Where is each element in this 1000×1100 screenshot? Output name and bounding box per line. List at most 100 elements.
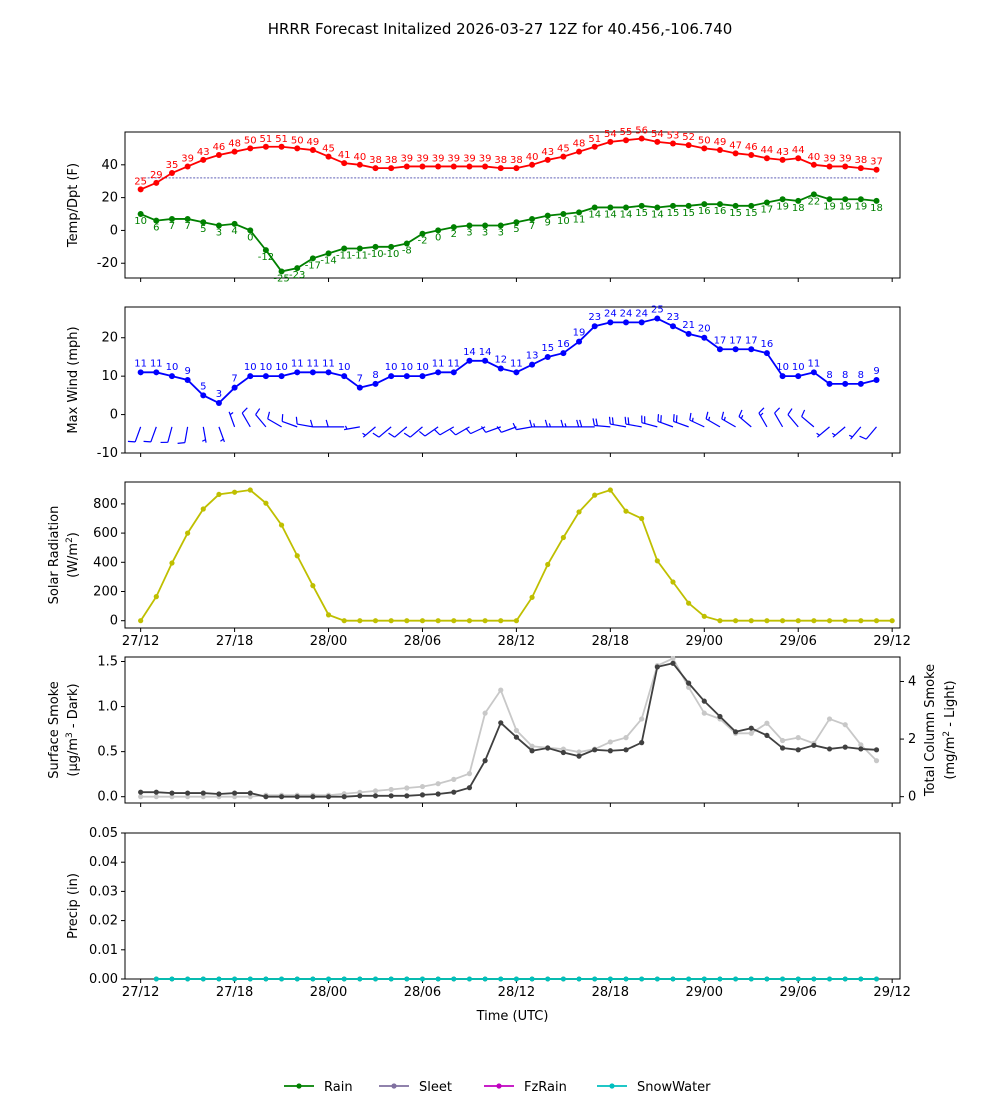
y-tick-label: 1.0 (97, 700, 118, 715)
snow-water-point (373, 976, 378, 982)
dewpoint-point (669, 202, 676, 209)
dewpoint-point (638, 202, 645, 209)
wind-barb-flag (255, 408, 261, 415)
snow-water-point (482, 976, 488, 982)
snow-water-point (592, 976, 598, 982)
dewpoint-data-label: 4 (231, 226, 237, 237)
total-column-smoke-point (513, 727, 520, 734)
max-wind-data-label: 10 (385, 362, 398, 373)
dewpoint-point (623, 204, 630, 211)
max-wind-point (231, 384, 238, 391)
temperature-data-label: 38 (854, 155, 867, 166)
max-wind-data-label: 24 (604, 308, 617, 319)
wind-barb-flag (403, 432, 411, 438)
temperature-data-label: 40 (526, 152, 539, 163)
dewpoint-data-label: -11 (336, 250, 352, 261)
snow-water-point (701, 976, 707, 982)
snow-water-point (326, 976, 331, 982)
dewpoint-point (247, 227, 254, 234)
snow-water-point (357, 976, 363, 982)
surface-smoke-point (873, 747, 880, 753)
solar-radiation-point (842, 618, 848, 624)
surface-smoke-point (576, 753, 582, 759)
surface-smoke-point (357, 793, 363, 799)
max-wind-data-label: 7 (231, 374, 237, 385)
surface-smoke-point (263, 794, 269, 800)
snow-water-point (435, 976, 441, 982)
max-wind-point (419, 373, 426, 380)
dewpoint-point (403, 240, 410, 247)
solar-radiation-point (388, 618, 394, 624)
legend-item-rain: Rain (284, 1080, 353, 1095)
temperature-point (184, 163, 191, 170)
wind-barb-flag (560, 419, 564, 428)
dewpoint-data-label: 19 (839, 201, 852, 212)
solar-radiation-point (341, 618, 347, 624)
max-wind-point (403, 373, 410, 380)
dewpoint-point (685, 202, 692, 209)
temperature-data-label: 46 (745, 142, 758, 153)
max-wind-data-label: 21 (682, 320, 695, 331)
max-wind-data-label: 8 (826, 370, 832, 381)
legend-swatch-marker (496, 1083, 502, 1089)
surface-smoke-point (310, 794, 316, 800)
surface-smoke-point (670, 660, 676, 666)
wind-barb-half-flag (816, 432, 820, 436)
temperature-point (215, 151, 222, 158)
dewpoint-point (309, 255, 316, 262)
temperature-data-label: 50 (698, 135, 711, 146)
wind-barb-flag (627, 417, 630, 425)
y-tick-label: 20 (101, 191, 118, 206)
surface-smoke-point (231, 790, 238, 796)
temperature-point (544, 156, 551, 163)
max-wind-point (529, 361, 536, 368)
total-column-smoke-point (873, 758, 880, 764)
temperature-point (732, 150, 739, 157)
max-wind-point (842, 380, 849, 387)
y-right-axis-label-units: (mg/m2 - Light) (942, 680, 958, 779)
temperature-point (497, 165, 504, 172)
temperature-point (701, 145, 708, 152)
temperature-data-label: 49 (307, 137, 320, 148)
wind-barb-flag (512, 422, 517, 430)
wind-barb-shaft (184, 426, 189, 443)
plot-frame (124, 481, 901, 629)
max-wind-data-label: 24 (620, 308, 633, 319)
max-wind-point (184, 377, 191, 383)
wind-barb-flag (449, 429, 457, 436)
dewpoint-point (748, 202, 755, 209)
solar-radiation-point (873, 618, 880, 624)
dewpoint-data-label: 3 (466, 228, 472, 239)
total-column-smoke-point (639, 716, 645, 722)
wind-barb-shaft (516, 426, 533, 431)
smoke-panel: 0.0 0.5 1.0 1.5 0 2 4 Surface Smoke (µg/m3 - Dar… (47, 655, 958, 807)
max-wind-data-label: 5 (200, 381, 206, 392)
y-tick-label: 800 (93, 497, 118, 512)
snow-water-point (576, 976, 582, 982)
wind-barb-flag (281, 414, 284, 422)
solar-radiation-point (216, 491, 222, 498)
y-tick-label: 0 (110, 223, 118, 238)
wind-barb-flag (675, 415, 678, 423)
y-tick-label: 0.03 (89, 884, 118, 899)
dewpoint-point (842, 196, 849, 203)
temperature-point (325, 153, 332, 160)
max-wind-data-label: 10 (244, 362, 257, 373)
dewpoint-point (168, 215, 175, 222)
solar-radiation-point (231, 489, 238, 495)
temperature-point (247, 145, 254, 152)
solar-radiation-point (779, 618, 786, 624)
plot-frame (124, 656, 901, 804)
temperature-data-label: 43 (776, 147, 789, 158)
surface-smoke-point (607, 748, 613, 754)
x-tick-label: 27/18 (216, 634, 253, 649)
surface-smoke-point (764, 732, 770, 739)
wind-barb-flag (611, 417, 614, 425)
x-tick-label: 28/06 (404, 634, 441, 649)
wind-barb-flag (624, 416, 627, 425)
dewpoint-data-label: 14 (620, 209, 633, 220)
wind-barb-shaft (787, 414, 799, 428)
dewpoint-point (779, 196, 786, 203)
x-tick-label: 28/18 (592, 985, 629, 1000)
solar-radiation-point (278, 522, 285, 528)
